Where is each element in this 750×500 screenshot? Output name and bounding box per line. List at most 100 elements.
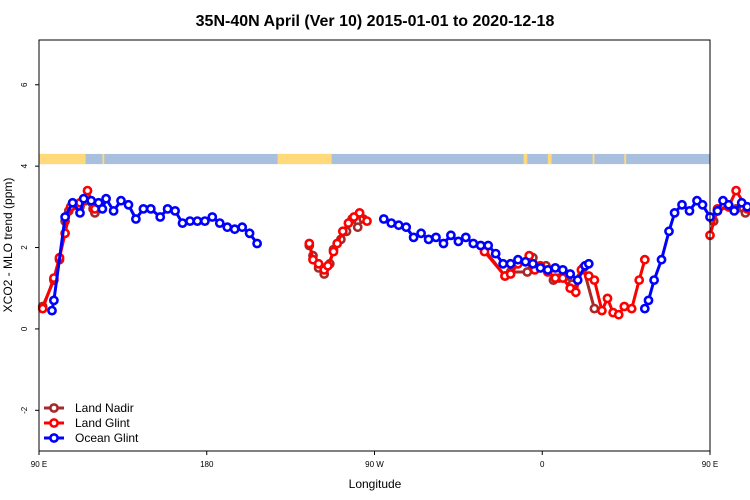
- data-point: [528, 258, 538, 269]
- x-tick-label: 90 E: [31, 460, 47, 469]
- data-point: [729, 205, 740, 216]
- data-point: [97, 203, 108, 214]
- data-point: [639, 303, 650, 314]
- x-axis: 90 E 180 90 W 0 90 E: [31, 451, 718, 469]
- data-point: [229, 224, 240, 235]
- x-axis-title: Longitude: [349, 477, 402, 491]
- data-point: [322, 260, 333, 271]
- y-tick-label: 6: [20, 82, 29, 87]
- land-segment: [277, 153, 332, 165]
- data-point: [252, 238, 262, 249]
- data-point: [108, 205, 119, 216]
- data-point: [337, 226, 348, 237]
- y-tick-label: -2: [20, 406, 29, 414]
- data-point: [378, 214, 389, 224]
- data-point: [513, 254, 523, 265]
- legend-label: Land Glint: [75, 416, 130, 430]
- x-tick-label: 90 W: [365, 460, 384, 469]
- data-point: [116, 195, 126, 206]
- data-point: [498, 258, 508, 269]
- data-point: [656, 254, 667, 265]
- data-point: [362, 216, 372, 226]
- data-point: [416, 228, 426, 239]
- y-tick-label: 2: [20, 245, 29, 250]
- y-tick-label: 4: [20, 163, 29, 168]
- data-point: [475, 240, 486, 251]
- land-mask-band: [39, 153, 710, 165]
- y-axis-title: XCO2 - MLO trend (ppm): [1, 178, 15, 313]
- data-point: [82, 185, 93, 196]
- data-point: [572, 275, 583, 285]
- data-point: [589, 303, 600, 314]
- data-point: [570, 287, 581, 298]
- data-point: [222, 222, 233, 233]
- data-point: [542, 264, 553, 275]
- data-point: [468, 238, 479, 249]
- data-point: [684, 205, 695, 216]
- data-point: [207, 212, 218, 222]
- data-point: [723, 199, 734, 210]
- data-point: [557, 264, 568, 275]
- data-point: [214, 218, 225, 228]
- data-point: [626, 303, 637, 314]
- data-point: [438, 238, 449, 249]
- data-point: [408, 232, 419, 243]
- data-point: [192, 216, 203, 226]
- legend-label: Land Nadir: [75, 401, 134, 415]
- data-point: [643, 295, 654, 306]
- legend-marker: [49, 433, 59, 443]
- land-segment: [592, 153, 595, 165]
- data-point: [237, 222, 248, 233]
- data-point: [639, 254, 650, 265]
- data-point: [712, 205, 723, 216]
- data-point: [583, 258, 594, 269]
- data-point: [393, 220, 404, 231]
- data-point: [490, 248, 501, 259]
- data-point: [731, 185, 741, 196]
- x-tick-label: 0: [540, 460, 545, 469]
- data-point: [453, 236, 464, 247]
- y-axis: -2 0 2 4 6: [20, 82, 39, 414]
- data-point: [589, 275, 600, 285]
- data-point: [505, 258, 516, 269]
- data-point: [130, 214, 141, 224]
- data-point: [431, 232, 441, 243]
- data-point: [557, 273, 568, 283]
- data-point: [328, 246, 339, 257]
- data-point: [535, 262, 546, 273]
- data-point: [677, 199, 687, 210]
- data-point: [177, 218, 188, 228]
- data-point: [550, 262, 561, 273]
- chart-title: 35N-40N April (Ver 10) 2015-01-01 to 202…: [196, 13, 555, 30]
- data-point: [613, 309, 624, 320]
- data-point: [170, 205, 180, 216]
- data-point: [520, 256, 531, 267]
- data-point: [162, 203, 173, 214]
- data-point: [423, 234, 434, 245]
- data-point: [602, 293, 613, 304]
- legend-marker: [49, 418, 59, 428]
- legend-label: Ocean Glint: [75, 431, 139, 445]
- data-point: [550, 273, 561, 283]
- ocean-band: [39, 153, 710, 165]
- land-segment: [547, 153, 552, 165]
- data-point: [597, 305, 607, 316]
- land-segment: [102, 153, 105, 165]
- y-tick-label: 0: [20, 326, 29, 331]
- data-point: [78, 193, 89, 204]
- series-layer: [37, 185, 750, 320]
- data-point: [123, 199, 134, 210]
- data-point: [155, 212, 166, 222]
- data-point: [634, 275, 645, 285]
- data-point: [445, 230, 456, 241]
- x-tick-label: 180: [200, 460, 214, 469]
- data-point: [304, 238, 315, 249]
- land-segment: [624, 153, 627, 165]
- data-point: [343, 218, 354, 228]
- data-point: [565, 269, 576, 279]
- data-point: [244, 228, 255, 239]
- data-point: [505, 269, 516, 279]
